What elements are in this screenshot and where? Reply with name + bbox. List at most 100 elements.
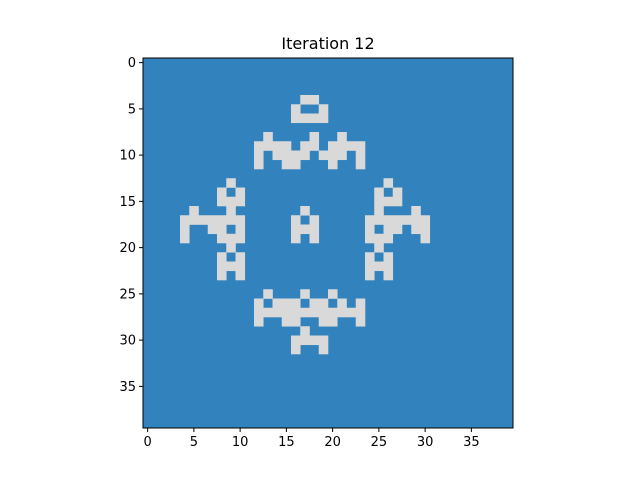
heatmap-cell (300, 307, 310, 318)
heatmap-cell (411, 206, 421, 216)
heatmap-cell (374, 187, 384, 198)
heatmap-cell (420, 215, 431, 225)
heatmap-cell (207, 224, 218, 235)
heatmap-cell (374, 206, 384, 216)
y-tick-label: 35 (119, 380, 136, 395)
heatmap-cell (272, 141, 283, 151)
heatmap-cell (281, 307, 292, 318)
heatmap-cell (291, 224, 301, 235)
y-tick-label: 20 (119, 241, 136, 256)
heatmap-cell (217, 215, 227, 225)
heatmap-cell (291, 307, 301, 318)
heatmap-cell (374, 196, 384, 207)
heatmap-cell (318, 307, 329, 318)
heatmap-cell (235, 224, 246, 235)
heatmap-cell (309, 215, 320, 225)
heatmap-cell (254, 141, 264, 151)
heatmap-cell (207, 215, 218, 225)
heatmap-cell (291, 298, 301, 309)
heatmap-cell (365, 261, 375, 272)
heatmap-cell (318, 113, 329, 124)
heatmap-cell (263, 307, 273, 318)
heatmap-cell (300, 335, 310, 346)
heatmap-cell (346, 307, 357, 318)
heatmap-cell (309, 113, 320, 124)
heatmap-cell (411, 215, 421, 225)
heatmap-cell (374, 215, 384, 225)
heatmap-cell (217, 187, 227, 198)
heatmap-cell (291, 104, 301, 114)
heatmap-cell (318, 344, 329, 355)
heatmap-cell (300, 95, 310, 105)
heatmap-cell (226, 233, 236, 244)
heatmap-cell (217, 270, 227, 281)
heatmap-cell (365, 252, 375, 262)
heatmap-cell (254, 317, 264, 327)
heatmap-cell (383, 215, 394, 225)
heatmap-cell (346, 141, 357, 151)
heatmap-cell (300, 326, 310, 336)
heatmap-cell (374, 261, 384, 272)
heatmap-cell (300, 224, 310, 235)
heatmap-cell (337, 141, 347, 151)
y-tick-label: 0 (128, 56, 136, 71)
heatmap-cell (337, 298, 347, 309)
plot-frame (142, 57, 514, 429)
heatmap-cell (272, 307, 283, 318)
heatmap-cell (318, 317, 329, 327)
x-tick-label: 35 (463, 435, 480, 450)
heatmap-cell (235, 233, 246, 244)
heatmap-cell (235, 252, 246, 262)
heatmap-cell (217, 224, 227, 235)
heatmap-cell (355, 159, 366, 170)
heatmap-cell (374, 243, 384, 253)
heatmap-cell (235, 215, 246, 225)
heatmap-cell (328, 150, 338, 161)
heatmap-cell (300, 206, 310, 216)
heatmap-cell (281, 298, 292, 309)
heatmap-cell (383, 270, 394, 281)
heatmap-cell (328, 159, 338, 170)
heatmap-cell (365, 215, 375, 225)
heatmap-cell (235, 261, 246, 272)
heatmap-cell (217, 261, 227, 272)
heatmap-cell (309, 95, 320, 105)
heatmap-cell (355, 141, 366, 151)
heatmap-cell (300, 289, 310, 299)
heatmap-cell (180, 215, 190, 225)
heatmap-cell (328, 317, 338, 327)
heatmap-cell (189, 215, 199, 225)
heatmap-cell (291, 233, 301, 244)
heatmap-cell (355, 307, 366, 318)
heatmap-cell (254, 159, 264, 170)
heatmap-cell (300, 150, 310, 161)
heatmap-cell (355, 150, 366, 161)
heatmap-cell (383, 261, 394, 272)
x-tick-label: 25 (371, 435, 388, 450)
heatmap-cell (226, 178, 236, 188)
heatmap-cell (263, 132, 273, 142)
heatmap-cell (180, 233, 190, 244)
heatmap-cell (355, 317, 366, 327)
heatmap-cell (337, 150, 347, 161)
heatmap-cell (328, 307, 338, 318)
heatmap-cell (291, 159, 301, 170)
heatmap-cell (272, 150, 283, 161)
heatmap-cell (189, 206, 199, 216)
heatmap-cell (291, 113, 301, 124)
heatmap-cell (198, 215, 209, 225)
heatmap-cell (180, 224, 190, 235)
heatmap-cell (217, 233, 227, 244)
x-tick-label: 30 (417, 435, 434, 450)
heatmap-cell (226, 196, 236, 207)
heatmap-cell (328, 289, 338, 299)
heatmap-cell (420, 224, 431, 235)
heatmap-cell (263, 289, 273, 299)
heatmap-cell (254, 298, 264, 309)
x-tick-label: 10 (232, 435, 249, 450)
x-tick-label: 20 (324, 435, 341, 450)
heatmap-cell (309, 224, 320, 235)
y-tick-label: 5 (128, 102, 136, 117)
x-tick-label: 15 (278, 435, 295, 450)
